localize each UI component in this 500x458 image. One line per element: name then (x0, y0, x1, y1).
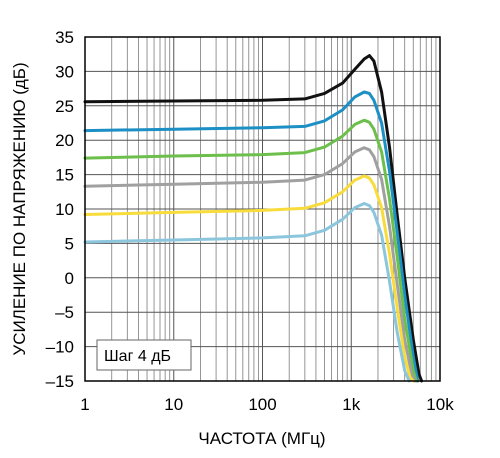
y-axis-title: УСИЛЕНИЕ ПО НАПРЯЖЕНИЮ (дБ) (10, 62, 29, 355)
y-tick-label: 25 (55, 97, 74, 116)
grid (85, 37, 440, 381)
series-line-3 (83, 118, 418, 383)
x-tick-label: 10k (426, 395, 454, 414)
x-tick-label: 10 (164, 395, 183, 414)
y-tick-label: 35 (55, 28, 74, 47)
x-axis-title: ЧАСТОТА (МГц) (198, 429, 325, 448)
y-tick-label: –5 (55, 303, 74, 322)
series-line-2 (83, 90, 420, 383)
series-line-1 (83, 54, 424, 383)
y-tick-label: 10 (55, 200, 74, 219)
y-tick-label: 30 (55, 62, 74, 81)
series-line-6 (83, 202, 411, 383)
plot-frame (84, 36, 441, 382)
y-tick-label: –15 (46, 372, 74, 391)
annotation-box (96, 339, 192, 371)
y-tick-label: 5 (65, 234, 74, 253)
series-layer (83, 54, 424, 383)
x-tick-label: 1k (342, 395, 360, 414)
series-line-5 (83, 174, 415, 383)
y-tick-labels: 35 30 25 20 15 10 5 0 –5 –10 –15 (46, 28, 74, 391)
series-line-4 (83, 146, 417, 383)
x-tick-label: 1 (80, 395, 89, 414)
annotation-text: Шаг 4 дБ (104, 348, 171, 365)
y-tick-label: 20 (55, 131, 74, 150)
x-tick-label: 100 (248, 395, 276, 414)
y-tick-label: 15 (55, 166, 74, 185)
x-tick-labels: 1 10 100 1k 10k (80, 395, 454, 414)
y-tick-label: 0 (65, 269, 74, 288)
y-tick-label: –10 (46, 338, 74, 357)
